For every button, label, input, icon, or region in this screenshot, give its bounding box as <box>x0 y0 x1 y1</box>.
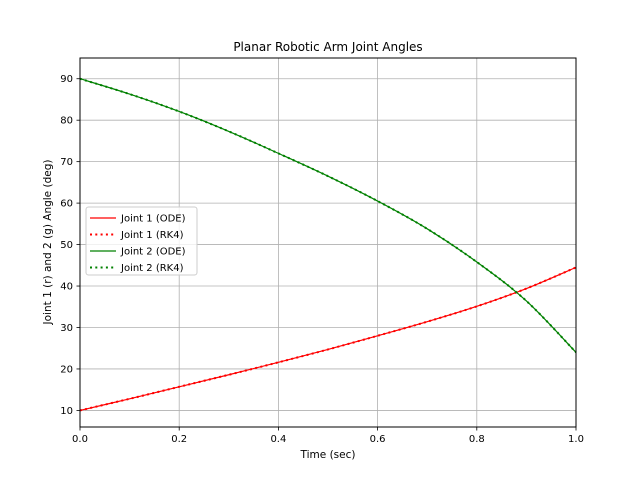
legend-box <box>85 206 198 276</box>
legend-label: Joint 1 (RK4) <box>120 230 184 241</box>
y-tick-label: 70 <box>60 157 73 168</box>
x-tick-label: 0.0 <box>72 434 88 445</box>
y-tick-label: 30 <box>60 323 73 334</box>
plot-frame <box>79 57 577 428</box>
series-line-joint-2-rk4 <box>79 77 577 354</box>
x-tick-label: 0.4 <box>270 434 286 445</box>
y-tick-label: 50 <box>60 240 73 251</box>
legend-label: Joint 2 (ODE) <box>120 247 186 258</box>
axis-ticks: 0.0 0.2 0.4 0.6 0.8 1.0 10 20 30 40 50 60 70 80 90 <box>60 74 584 445</box>
legend: Joint 1 (ODE) Joint 1 (RK4) Joint 2 (ODE) J… <box>85 206 198 276</box>
x-tick-label: 0.2 <box>171 434 187 445</box>
y-tick-label: 10 <box>60 406 73 417</box>
y-tick-label: 80 <box>60 116 73 127</box>
legend-label: Joint 1 (ODE) <box>120 214 186 225</box>
y-tick-label: 90 <box>60 74 73 85</box>
y-tick-label: 60 <box>60 199 73 210</box>
y-axis-label: Joint 1 (r) and 2 (g) Angle (deg) <box>42 160 54 326</box>
legend-label: Joint 2 (RK4) <box>120 263 184 274</box>
y-tick-label: 40 <box>60 282 73 293</box>
x-tick-label: 1.0 <box>568 434 584 445</box>
x-tick-label: 0.6 <box>370 434 386 445</box>
chart-title: Planar Robotic Arm Joint Angles <box>233 40 422 54</box>
x-tick-label: 0.8 <box>469 434 485 445</box>
series-lines <box>79 77 577 412</box>
x-axis-label: Time (sec) <box>300 449 356 461</box>
y-tick-label: 20 <box>60 364 73 375</box>
series-line-joint-1-rk4 <box>79 266 577 412</box>
